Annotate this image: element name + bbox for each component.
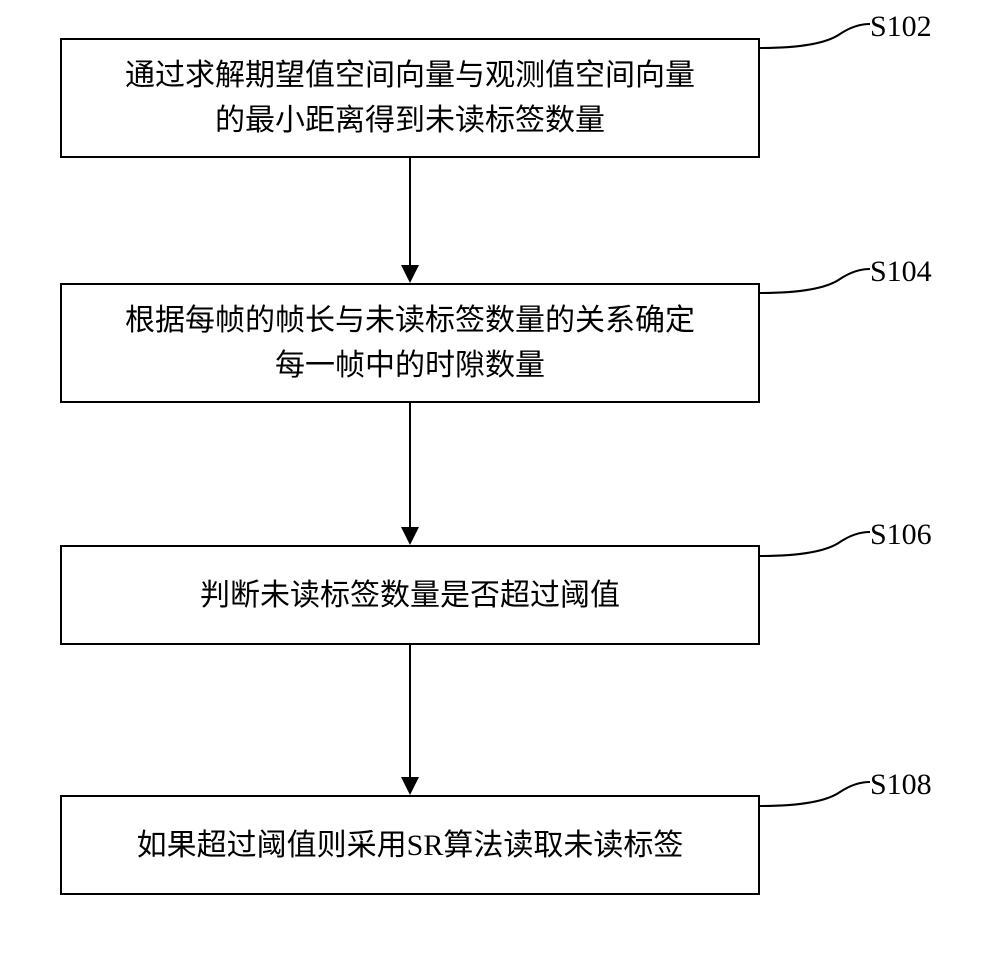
flow-step-s108: 如果超过阈值则采用SR算法读取未读标签 bbox=[60, 795, 760, 895]
flow-step-s108-text: 如果超过阈值则采用SR算法读取未读标签 bbox=[137, 823, 684, 868]
flow-step-s104-text: 根据每帧的帧长与未读标签数量的关系确定 每一帧中的时隙数量 bbox=[125, 298, 695, 388]
step-label-s104: S104 bbox=[870, 255, 932, 289]
arrow-1-line bbox=[409, 158, 411, 265]
arrow-3-line bbox=[409, 645, 411, 777]
flowchart-container: 通过求解期望值空间向量与观测值空间向量 的最小距离得到未读标签数量 S102 根… bbox=[0, 0, 1000, 957]
flow-step-s104: 根据每帧的帧长与未读标签数量的关系确定 每一帧中的时隙数量 bbox=[60, 283, 760, 403]
step-label-s102: S102 bbox=[870, 10, 932, 44]
flow-step-s102: 通过求解期望值空间向量与观测值空间向量 的最小距离得到未读标签数量 bbox=[60, 38, 760, 158]
arrow-3-head bbox=[401, 777, 419, 795]
flow-step-s106: 判断未读标签数量是否超过阈值 bbox=[60, 545, 760, 645]
flow-step-s102-text: 通过求解期望值空间向量与观测值空间向量 的最小距离得到未读标签数量 bbox=[125, 53, 695, 143]
arrow-2-line bbox=[409, 403, 411, 527]
arrow-1-head bbox=[401, 265, 419, 283]
arrow-2-head bbox=[401, 527, 419, 545]
flow-step-s106-text: 判断未读标签数量是否超过阈值 bbox=[200, 573, 620, 618]
step-label-s106: S106 bbox=[870, 518, 932, 552]
step-label-s108: S108 bbox=[870, 768, 932, 802]
